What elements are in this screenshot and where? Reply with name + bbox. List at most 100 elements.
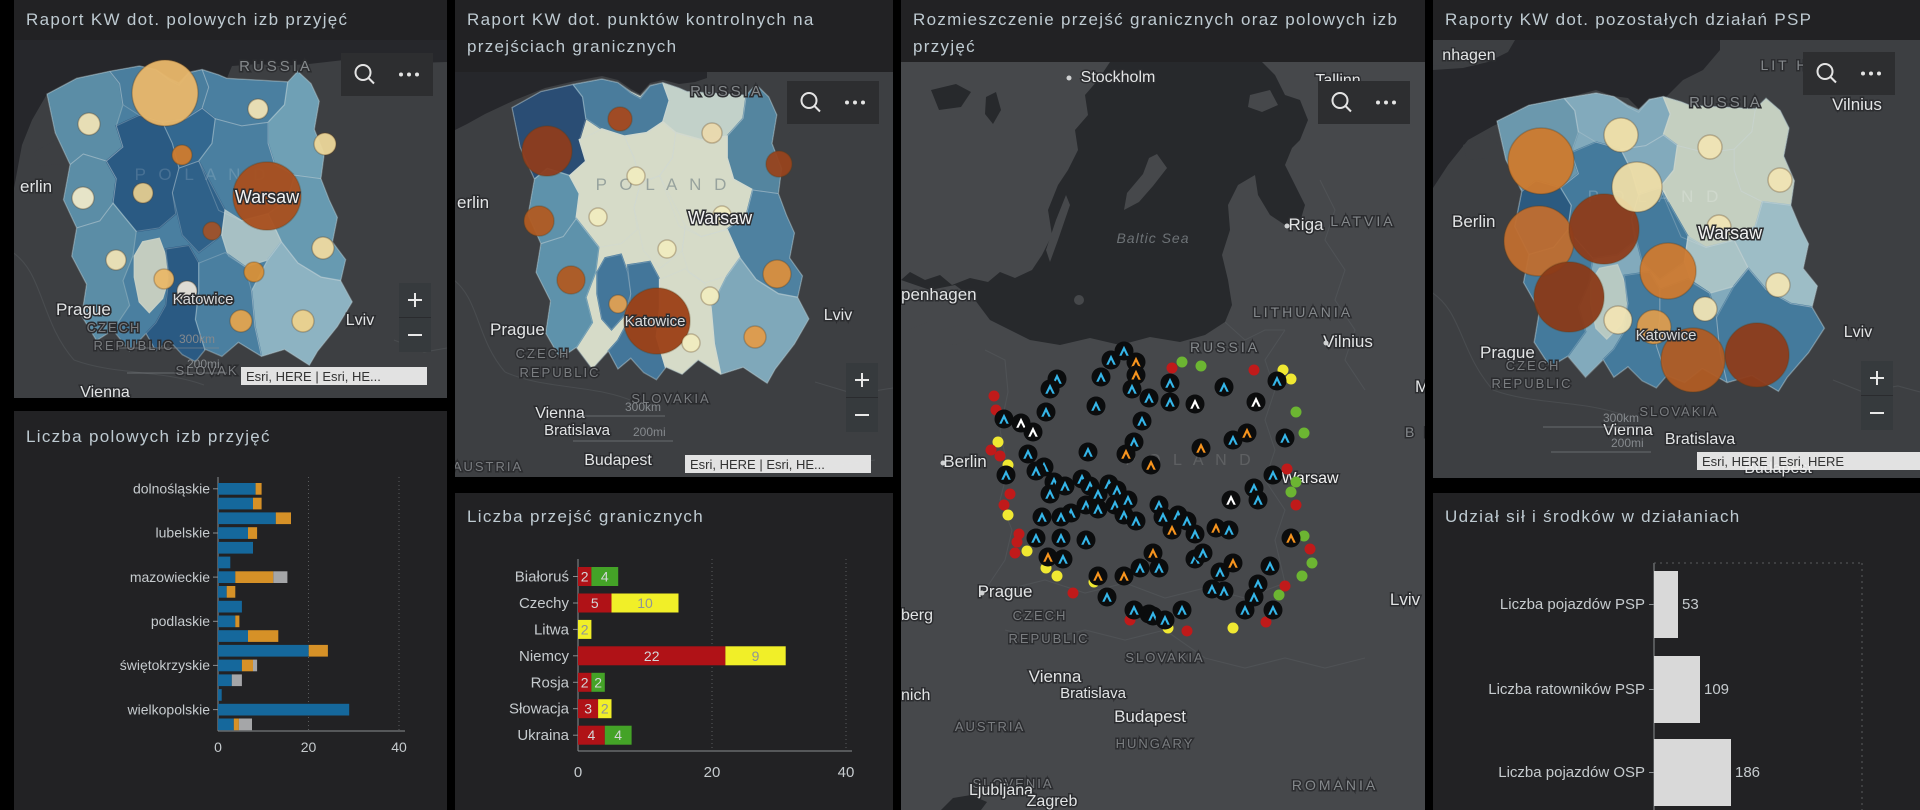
svg-text:2: 2 <box>581 674 589 690</box>
svg-text:wielkopolskie: wielkopolskie <box>127 701 211 717</box>
svg-text:Udział sił i środków w działan: Udział sił i środków w działaniach <box>1445 507 1741 526</box>
svg-text:erlin: erlin <box>457 193 489 212</box>
svg-text:Lviv: Lviv <box>824 307 852 324</box>
svg-text:Esri, HERE | Esri, HE...: Esri, HERE | Esri, HE... <box>246 369 381 384</box>
svg-text:RUSSIA: RUSSIA <box>1689 94 1763 111</box>
svg-text:200mi: 200mi <box>1611 436 1644 450</box>
svg-text:REPUBLIC: REPUBLIC <box>1008 631 1089 646</box>
svg-text:RUSSIA: RUSSIA <box>239 58 313 75</box>
svg-text:3: 3 <box>584 701 592 717</box>
svg-text:SLOVAK: SLOVAK <box>175 363 238 378</box>
svg-text:2: 2 <box>601 701 609 717</box>
svg-text:lubelskie: lubelskie <box>156 525 211 541</box>
svg-text:Stockholm: Stockholm <box>1081 69 1156 86</box>
svg-text:CZECH: CZECH <box>1013 608 1068 623</box>
svg-text:2: 2 <box>581 569 589 585</box>
svg-text:Lviv: Lviv <box>1844 324 1872 341</box>
svg-text:20: 20 <box>301 739 317 755</box>
svg-text:Prague: Prague <box>1480 343 1535 362</box>
svg-text:AUSTRIA: AUSTRIA <box>455 459 523 474</box>
svg-text:Prague: Prague <box>490 320 545 339</box>
svg-text:SLOVAKIA: SLOVAKIA <box>1639 404 1718 419</box>
svg-text:Vilnius: Vilnius <box>1832 95 1882 114</box>
svg-text:20: 20 <box>704 764 721 781</box>
svg-text:Czechy: Czechy <box>519 595 570 612</box>
svg-text:0: 0 <box>214 739 222 755</box>
svg-text:4: 4 <box>601 569 609 585</box>
svg-text:SLOVAKIA: SLOVAKIA <box>631 391 710 406</box>
svg-text:CZECH: CZECH <box>1506 358 1561 373</box>
svg-text:Ukraina: Ukraina <box>517 727 569 744</box>
svg-text:Liczba pojazdów OSP: Liczba pojazdów OSP <box>1498 764 1645 781</box>
svg-text:Niemcy: Niemcy <box>519 648 570 665</box>
svg-text:Prague: Prague <box>978 582 1033 601</box>
svg-text:2: 2 <box>581 621 589 637</box>
svg-text:LIT H: LIT H <box>1761 57 1810 73</box>
svg-text:200mi: 200mi <box>633 425 666 439</box>
svg-text:Vienna: Vienna <box>1603 422 1653 439</box>
svg-text:Vienna: Vienna <box>535 405 585 422</box>
svg-text:Litwa: Litwa <box>534 621 570 638</box>
svg-text:Baltic Sea: Baltic Sea <box>1116 230 1189 246</box>
svg-text:Zagreb: Zagreb <box>1027 793 1078 810</box>
svg-text:Bratislava: Bratislava <box>1060 685 1127 702</box>
svg-text:300km: 300km <box>179 332 215 346</box>
svg-text:AUSTRIA: AUSTRIA <box>955 719 1025 734</box>
svg-text:Riga: Riga <box>1289 215 1325 234</box>
svg-text:REPUBLIC: REPUBLIC <box>93 338 174 353</box>
svg-text:Berlin: Berlin <box>1452 212 1495 231</box>
svg-text:SLOVAKIA: SLOVAKIA <box>1125 650 1204 665</box>
svg-text:109: 109 <box>1704 681 1729 698</box>
svg-text:SLOVENIA: SLOVENIA <box>972 776 1053 791</box>
svg-text:REPUBLIC: REPUBLIC <box>1491 376 1572 391</box>
svg-text:podlaskie: podlaskie <box>151 613 210 629</box>
svg-text:Słowacja: Słowacja <box>509 701 570 718</box>
svg-text:Ljubljana: Ljubljana <box>969 782 1033 799</box>
svg-text:5: 5 <box>591 595 599 611</box>
svg-text:Warsaw: Warsaw <box>1698 223 1763 243</box>
svg-text:świętokrzyskie: świętokrzyskie <box>120 657 210 673</box>
svg-text:Katowice: Katowice <box>1636 327 1697 344</box>
svg-text:Katowice: Katowice <box>173 291 234 308</box>
svg-text:Rosja: Rosja <box>531 674 570 691</box>
svg-text:Liczba polowych izb przyjęć: Liczba polowych izb przyjęć <box>26 427 271 446</box>
svg-text:22: 22 <box>644 648 660 664</box>
svg-text:Prague: Prague <box>56 300 111 319</box>
svg-text:REPUBLIC: REPUBLIC <box>519 365 600 380</box>
svg-text:B E L: B E L <box>1405 424 1425 440</box>
svg-text:LATVIA: LATVIA <box>1330 213 1395 229</box>
svg-text:P O L A N D: P O L A N D <box>135 165 270 184</box>
svg-text:P O L A N D: P O L A N D <box>596 175 731 194</box>
svg-text:Białoruś: Białoruś <box>515 569 569 586</box>
svg-text:Vienna: Vienna <box>80 384 130 398</box>
svg-text:Liczba pojazdów PSP: Liczba pojazdów PSP <box>1500 596 1645 613</box>
svg-text:Esri, HERE | Esri, HERE: Esri, HERE | Esri, HERE <box>1702 454 1844 469</box>
svg-text:Warsaw: Warsaw <box>235 187 300 207</box>
svg-text:Warsaw: Warsaw <box>688 208 753 228</box>
svg-text:nhagen: nhagen <box>1442 47 1495 64</box>
svg-text:Esri, HERE | Esri, HE...: Esri, HERE | Esri, HE... <box>690 457 825 472</box>
svg-text:Liczba ratowników PSP: Liczba ratowników PSP <box>1488 681 1645 698</box>
svg-text:RUSSIA: RUSSIA <box>1190 339 1260 355</box>
svg-text:HUNGARY: HUNGARY <box>1116 736 1195 751</box>
svg-text:53: 53 <box>1682 596 1699 613</box>
svg-text:Berlin: Berlin <box>943 452 986 471</box>
svg-text:dolnośląskie: dolnośląskie <box>133 481 210 497</box>
svg-text:erlin: erlin <box>20 177 52 196</box>
svg-text:Bratislava: Bratislava <box>1665 431 1735 448</box>
svg-text:9: 9 <box>752 648 760 664</box>
svg-text:300km: 300km <box>1603 411 1639 425</box>
svg-text:186: 186 <box>1735 764 1760 781</box>
svg-text:ROMANIA: ROMANIA <box>1292 777 1378 793</box>
svg-text:Vienna: Vienna <box>1029 667 1082 686</box>
svg-text:2: 2 <box>594 674 602 690</box>
svg-text:penhagen: penhagen <box>901 285 977 304</box>
svg-text:RUSSIA: RUSSIA <box>690 83 764 100</box>
svg-text:4: 4 <box>588 727 596 743</box>
svg-text:Budapest: Budapest <box>1114 707 1186 726</box>
svg-text:berg: berg <box>901 607 933 624</box>
svg-text:200mi: 200mi <box>187 357 220 371</box>
svg-text:Liczba przejść granicznych: Liczba przejść granicznych <box>467 507 704 526</box>
svg-text:0: 0 <box>574 764 582 781</box>
svg-text:Mi: Mi <box>1415 377 1425 396</box>
